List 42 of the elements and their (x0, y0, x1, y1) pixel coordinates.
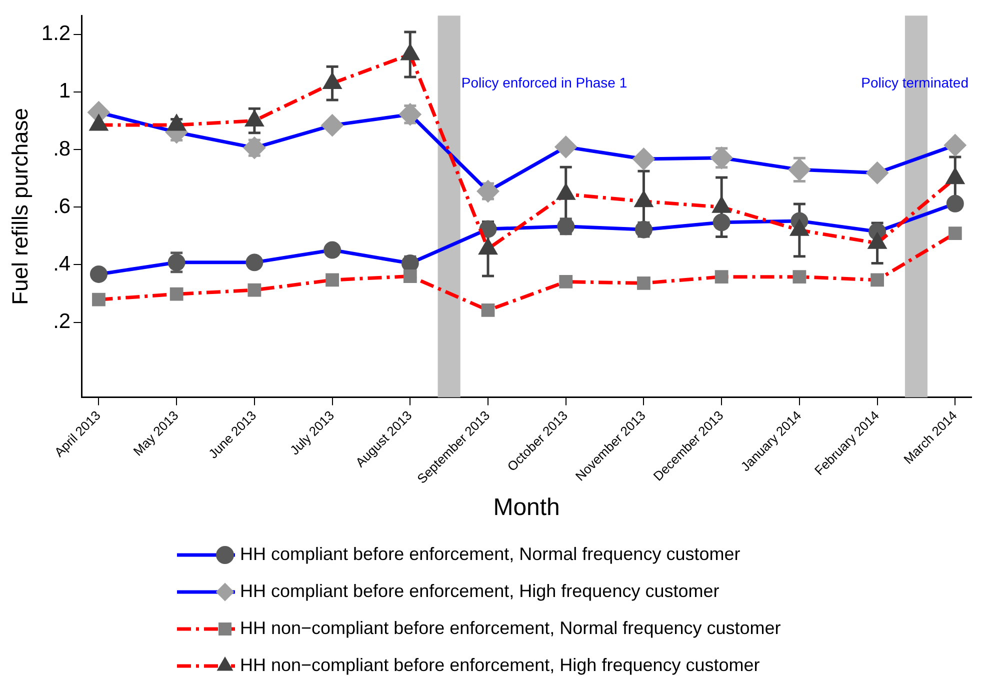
band-label: Policy terminated (861, 74, 968, 90)
point (326, 273, 339, 287)
legend-label: HH compliant before enforcement, Normal frequency customer (240, 544, 740, 564)
point (324, 241, 342, 259)
y-tick-label: 1.2 (41, 22, 71, 46)
point (90, 265, 108, 283)
point (792, 270, 806, 284)
point (244, 137, 266, 159)
point (632, 148, 654, 170)
legend-label: HH non−compliant before enforcement, Normal frequency customer (240, 618, 781, 638)
band-label: Policy enforced in Phase 1 (461, 74, 628, 90)
point (246, 254, 264, 272)
legend-label: HH compliant before enforcement, High frequency customer (240, 580, 720, 601)
point (637, 276, 650, 290)
point (788, 158, 810, 180)
point (559, 275, 573, 288)
point (946, 194, 964, 212)
point (710, 147, 732, 169)
point (555, 136, 577, 158)
y-tick-label: .4 (53, 252, 71, 276)
point (481, 304, 495, 317)
legend-label: HH non−compliant before enforcement, High frequency customer (240, 654, 760, 675)
y-tick-label: .6 (53, 194, 71, 218)
point (322, 114, 344, 136)
y-tick-label: 1 (58, 80, 71, 103)
point (714, 270, 728, 284)
point (403, 270, 417, 283)
y-tick-label: .2 (53, 310, 71, 334)
y-axis-title: Fuel refills purchase (7, 108, 32, 305)
point (870, 273, 884, 287)
point (866, 162, 888, 184)
point (248, 283, 262, 297)
x-axis-title: Month (493, 494, 560, 522)
point (92, 292, 106, 306)
point (944, 134, 966, 156)
point (170, 287, 184, 301)
point (948, 226, 962, 240)
point (399, 104, 421, 126)
y-tick-label: .8 (53, 137, 71, 160)
point (477, 180, 499, 202)
point (479, 220, 497, 238)
point (712, 214, 730, 232)
